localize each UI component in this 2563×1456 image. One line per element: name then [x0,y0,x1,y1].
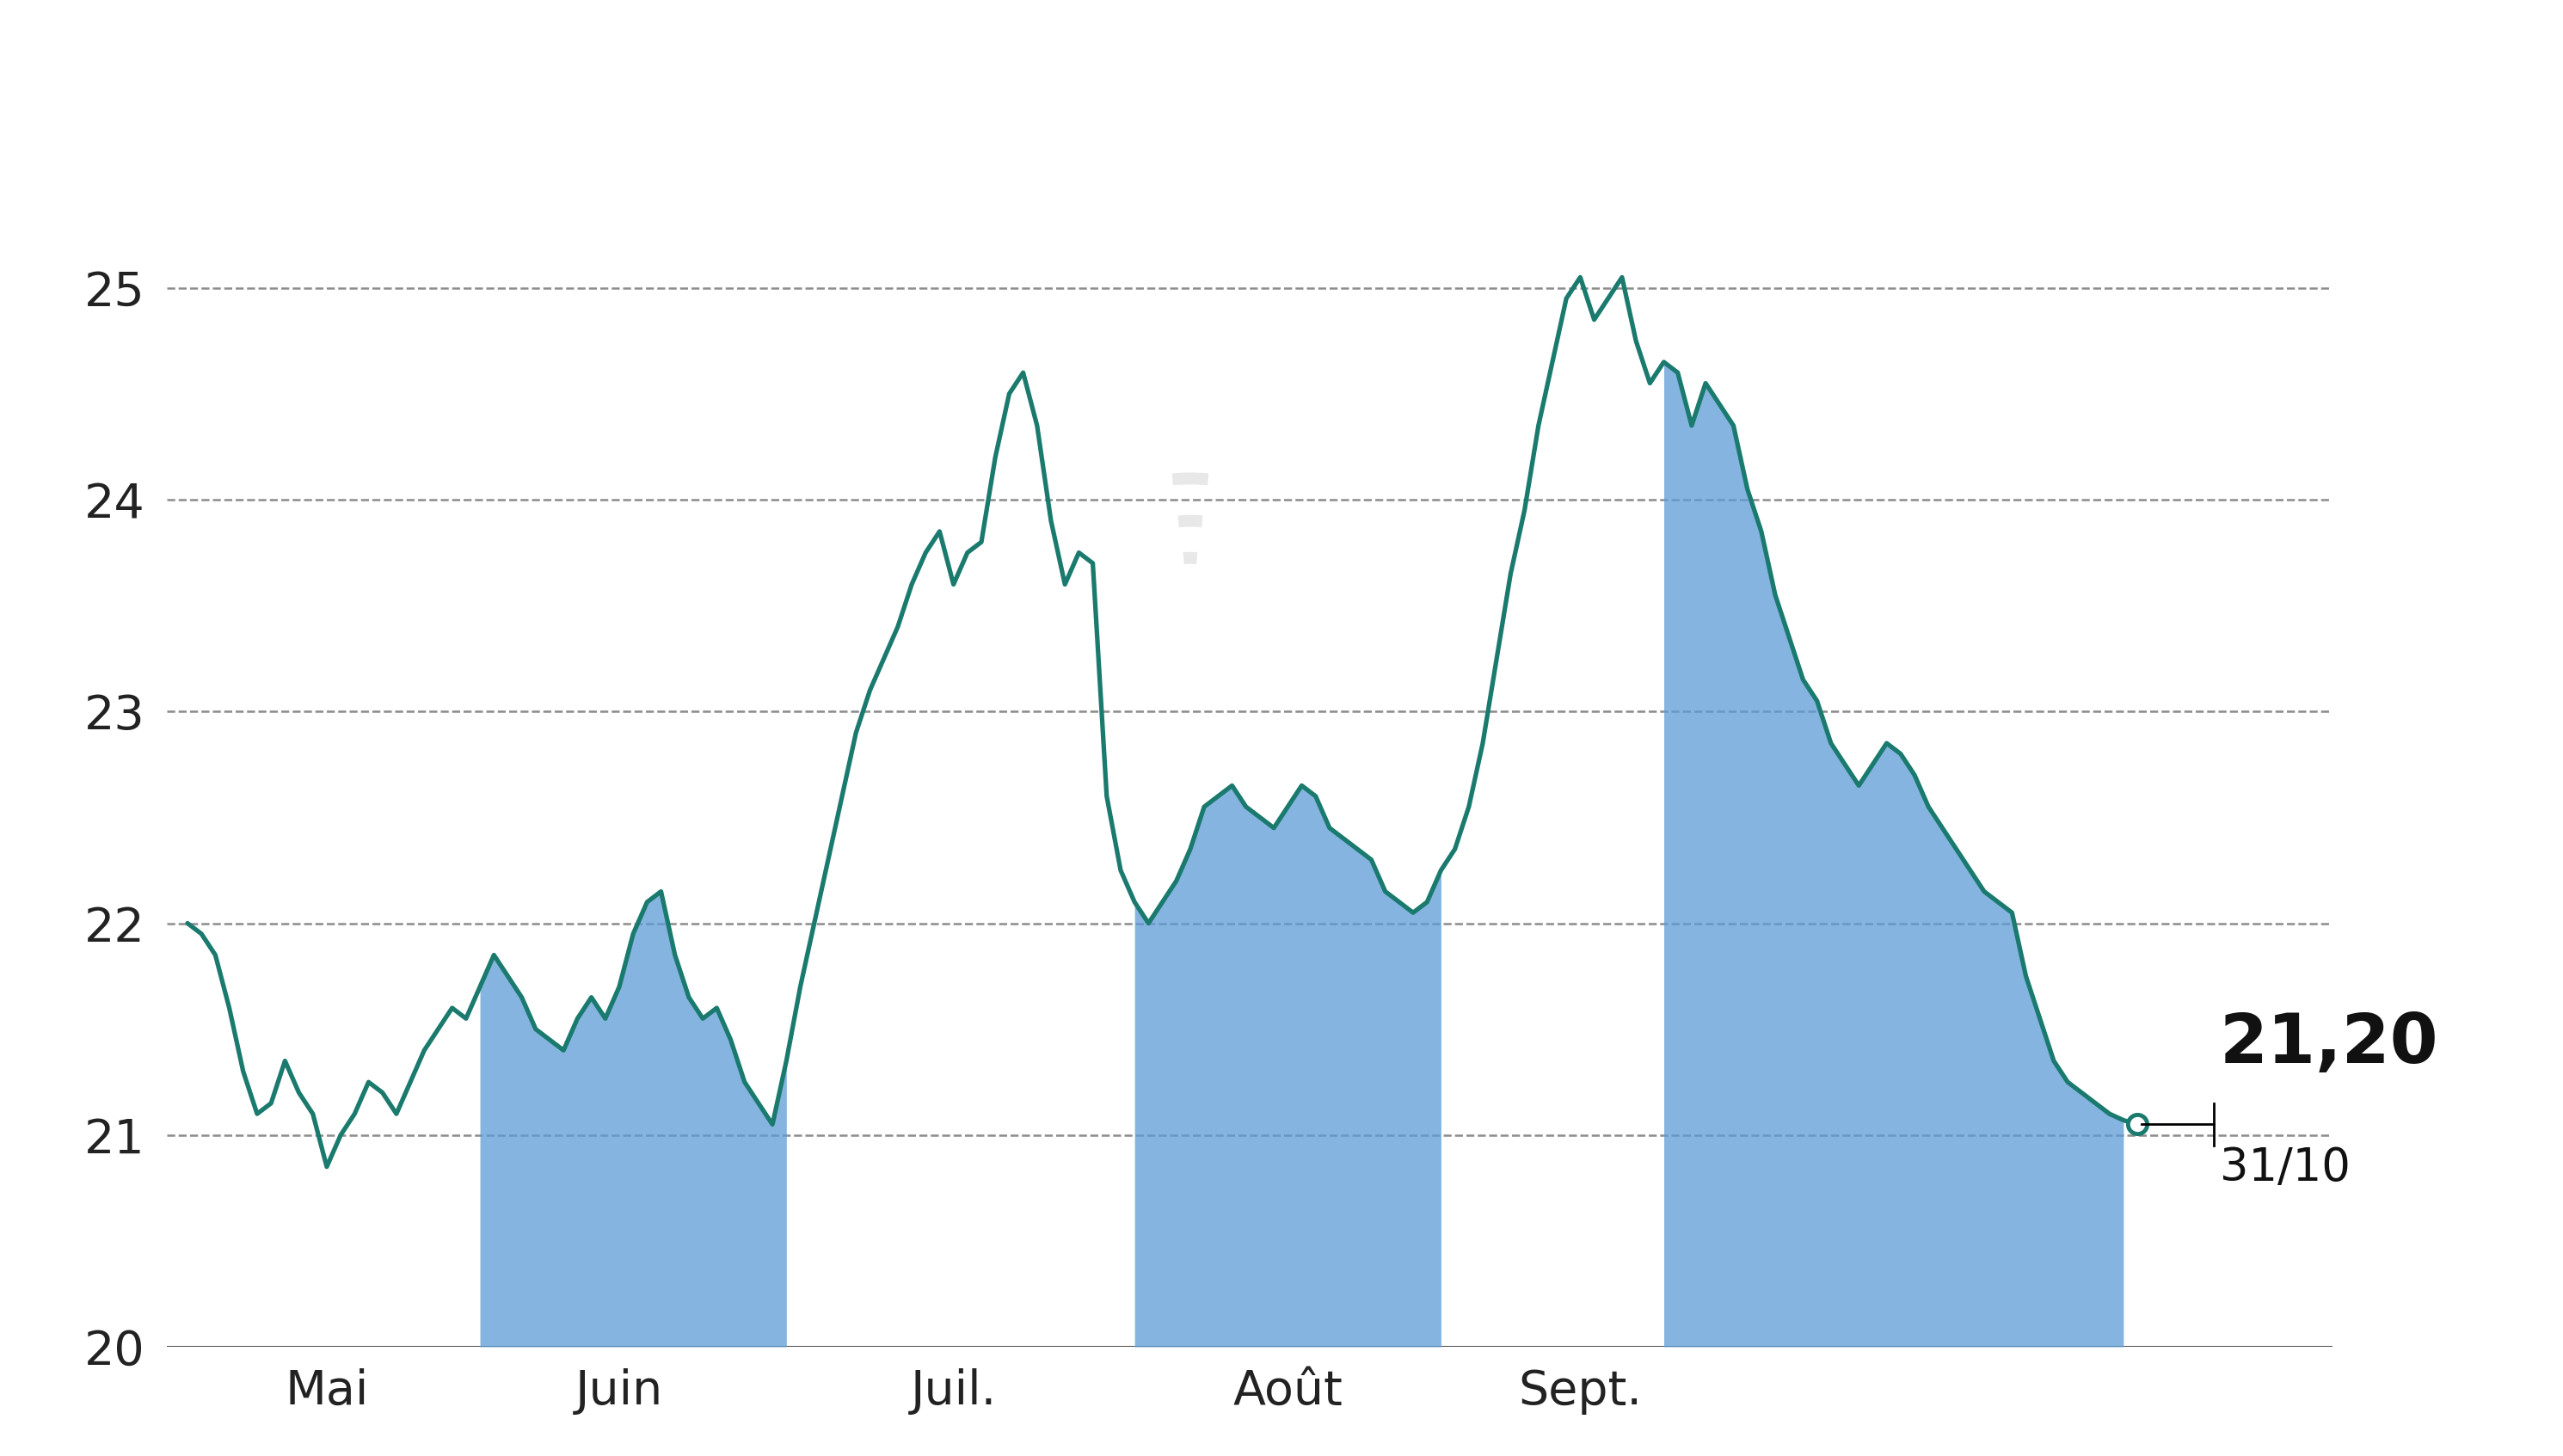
Text: TIKEHAU CAPITAL: TIKEHAU CAPITAL [738,28,1825,135]
Text: 21,20: 21,20 [2220,1010,2437,1077]
Text: 31/10: 31/10 [2220,1146,2350,1191]
